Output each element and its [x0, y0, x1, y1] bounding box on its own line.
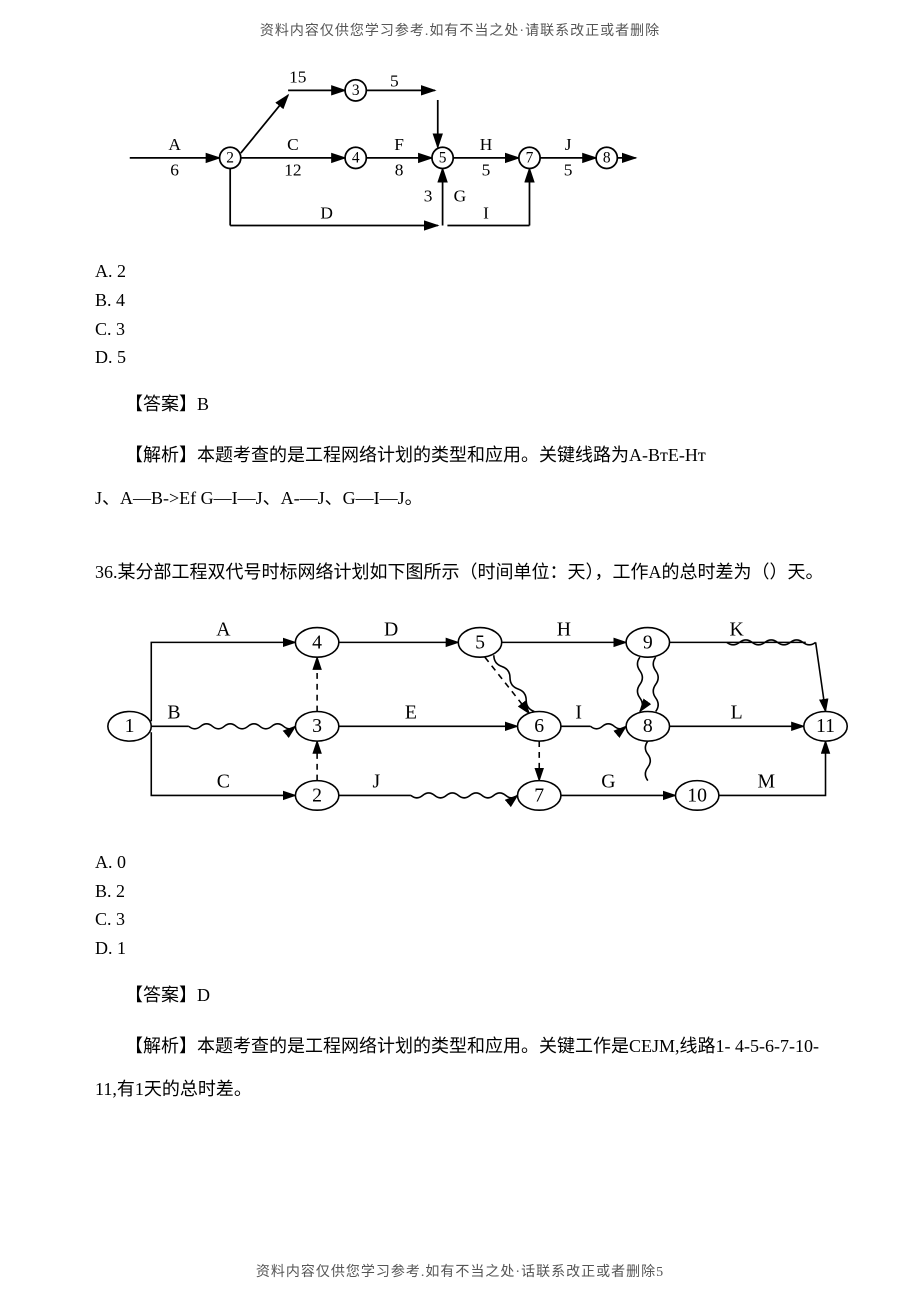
svg-text:6: 6 — [170, 160, 179, 179]
svg-text:7: 7 — [534, 784, 544, 806]
q36-option-d: D. 1 — [95, 934, 825, 963]
q35-option-c: C. 3 — [95, 315, 825, 344]
svg-text:K: K — [730, 618, 745, 640]
q36-stem: 36.某分部工程双代号时标网络计划如下图所示（时间单位：天），工作A的总时差为（… — [95, 551, 825, 594]
q36-timescale-diagram: ABCDEJHIGKLM1432567981011 — [95, 604, 825, 819]
q36-answer: 【答案】D — [125, 981, 825, 1007]
q36-text: 某分部工程双代号时标网络计划如下图所示（时间单位：天），工作A的总时差为（）天。 — [118, 562, 824, 582]
svg-text:C: C — [287, 135, 299, 154]
q35-option-d: D. 5 — [95, 343, 825, 372]
answer-label: 【答案】 — [125, 985, 197, 1005]
svg-text:L: L — [731, 701, 743, 723]
svg-text:5: 5 — [482, 160, 491, 179]
svg-text:E: E — [405, 701, 417, 723]
q35-options: A. 2 B. 4 C. 3 D. 5 — [95, 257, 825, 372]
svg-text:15: 15 — [289, 68, 306, 87]
answer-value: D — [197, 985, 210, 1005]
svg-text:7: 7 — [526, 150, 534, 167]
svg-text:B: B — [167, 701, 180, 723]
analysis-label: 【解析】 — [125, 445, 197, 465]
svg-text:2: 2 — [226, 150, 234, 167]
svg-text:J: J — [373, 770, 381, 792]
footer-disclaimer: 资料内容仅供您学习参考.如有不当之处·话联系改正或者删除5 — [0, 1261, 920, 1281]
svg-text:8: 8 — [395, 160, 404, 179]
svg-text:8: 8 — [643, 715, 653, 737]
svg-text:11: 11 — [816, 715, 835, 737]
svg-text:1: 1 — [125, 715, 135, 737]
answer-label: 【答案】 — [125, 394, 197, 414]
q36-options: A. 0 B. 2 C. 3 D. 1 — [95, 848, 825, 963]
svg-text:2: 2 — [312, 784, 322, 806]
svg-text:8: 8 — [603, 150, 611, 167]
svg-text:D: D — [384, 618, 398, 640]
svg-text:A: A — [216, 618, 231, 640]
svg-text:3: 3 — [312, 715, 322, 737]
svg-text:C: C — [217, 770, 230, 792]
analysis-text: 本题考查的是工程网络计划的类型和应用。关键工作是CEJM,线路1- 4-5-6-… — [95, 1036, 819, 1099]
answer-value: B — [197, 394, 209, 414]
analysis-label: 【解析】 — [125, 1036, 197, 1056]
svg-text:5: 5 — [564, 160, 573, 179]
q35-network-diagram: A 6 15 5 C 12 F 8 H 5 J 5 D G 3 I 2 3 4 5 7 8 — [95, 58, 825, 253]
svg-text:I: I — [483, 204, 489, 223]
q36-option-b: B. 2 — [95, 877, 825, 906]
analysis-text: 本题考查的是工程网络计划的类型和应用。关键线路为A-BтE-Hт — [197, 445, 706, 465]
header-disclaimer: 资料内容仅供您学习参考.如有不当之处·请联系改正或者删除 — [95, 20, 825, 40]
svg-text:12: 12 — [284, 160, 301, 179]
svg-text:G: G — [601, 770, 615, 792]
svg-text:9: 9 — [643, 631, 653, 653]
svg-text:3: 3 — [424, 186, 433, 205]
q35-answer: 【答案】B — [125, 390, 825, 416]
svg-text:4: 4 — [312, 631, 322, 653]
q35-analysis: 【解析】本题考查的是工程网络计划的类型和应用。关键线路为A-BтE-Hт J、A… — [95, 434, 825, 520]
svg-text:H: H — [480, 135, 493, 154]
svg-text:F: F — [394, 135, 404, 154]
q36-analysis: 【解析】本题考查的是工程网络计划的类型和应用。关键工作是CEJM,线路1- 4-… — [95, 1025, 825, 1111]
svg-text:I: I — [575, 701, 582, 723]
analysis-continuation: J、A—B->Ef G—I—J、A-—J、G—I—J。 — [95, 477, 825, 520]
svg-text:6: 6 — [534, 715, 544, 737]
q36-number: 36. — [95, 562, 118, 582]
svg-text:3: 3 — [352, 82, 360, 99]
svg-text:D: D — [320, 204, 333, 223]
svg-text:A: A — [168, 135, 181, 154]
svg-text:J: J — [565, 135, 572, 154]
svg-text:G: G — [454, 186, 467, 205]
q35-option-b: B. 4 — [95, 286, 825, 315]
svg-text:5: 5 — [390, 71, 399, 90]
svg-text:H: H — [557, 618, 571, 640]
q36-option-c: C. 3 — [95, 905, 825, 934]
svg-text:M: M — [758, 770, 776, 792]
q35-option-a: A. 2 — [95, 257, 825, 286]
q36-option-a: A. 0 — [95, 848, 825, 877]
svg-text:5: 5 — [439, 150, 447, 167]
svg-text:10: 10 — [687, 784, 707, 806]
svg-text:4: 4 — [352, 150, 360, 167]
svg-text:5: 5 — [475, 631, 485, 653]
